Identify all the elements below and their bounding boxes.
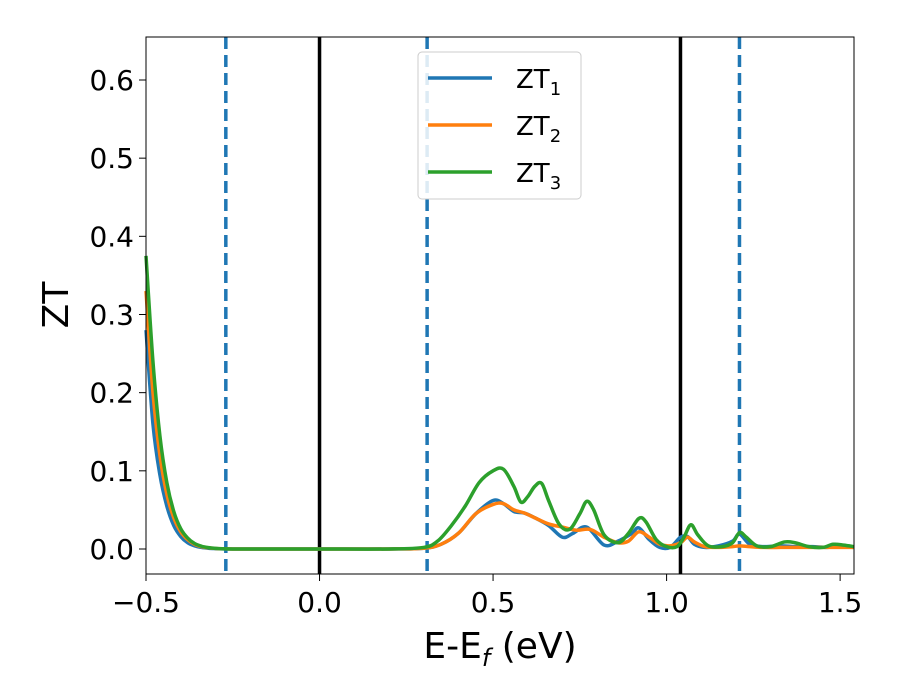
x-axis-label-unit: (eV) bbox=[490, 626, 576, 667]
legend-label-subscript: 1 bbox=[550, 79, 561, 100]
y-tick-label: 0.4 bbox=[89, 220, 134, 253]
x-tick-label: 1.0 bbox=[644, 586, 689, 619]
plot-frame bbox=[145, 36, 855, 575]
legend-label-1: ZT1 bbox=[516, 65, 561, 100]
y-tick-label: 0.3 bbox=[89, 298, 134, 331]
legend-label-main: ZT bbox=[516, 65, 550, 95]
legend-label-3: ZT3 bbox=[516, 159, 561, 194]
y-tick-label: 0.2 bbox=[89, 377, 134, 410]
legend-label-subscript: 2 bbox=[550, 126, 561, 147]
legend-box bbox=[417, 51, 582, 200]
legend-label-subscript: 3 bbox=[550, 173, 561, 194]
y-tick-label: 0.5 bbox=[89, 142, 134, 175]
x-tick-label: 0.0 bbox=[297, 586, 342, 619]
vertical-markers bbox=[224, 37, 742, 574]
series-line-3 bbox=[144, 255, 855, 551]
x-axis-label-main: E-E bbox=[423, 626, 481, 667]
x-axis-ticks: −0.5 0.0 0.5 1.0 1.5 bbox=[112, 574, 862, 619]
x-axis-label: E-Ef (eV) bbox=[423, 626, 576, 672]
x-tick-label: 0.5 bbox=[471, 586, 516, 619]
legend-label-main: ZT bbox=[516, 112, 550, 142]
y-tick-label: 0.1 bbox=[89, 455, 134, 488]
y-axis-ticks: 0.0 0.1 0.2 0.3 0.4 0.5 0.6 bbox=[89, 64, 146, 566]
x-tick-label: 1.5 bbox=[818, 586, 863, 619]
y-tick-label: 0.0 bbox=[89, 533, 134, 566]
y-tick-label: 0.6 bbox=[89, 64, 134, 97]
y-axis-label: ZT bbox=[36, 281, 77, 329]
x-tick-label: −0.5 bbox=[112, 586, 180, 619]
series-lines bbox=[144, 255, 855, 551]
legend-label-main: ZT bbox=[516, 159, 550, 189]
legend-label-2: ZT2 bbox=[516, 112, 561, 147]
